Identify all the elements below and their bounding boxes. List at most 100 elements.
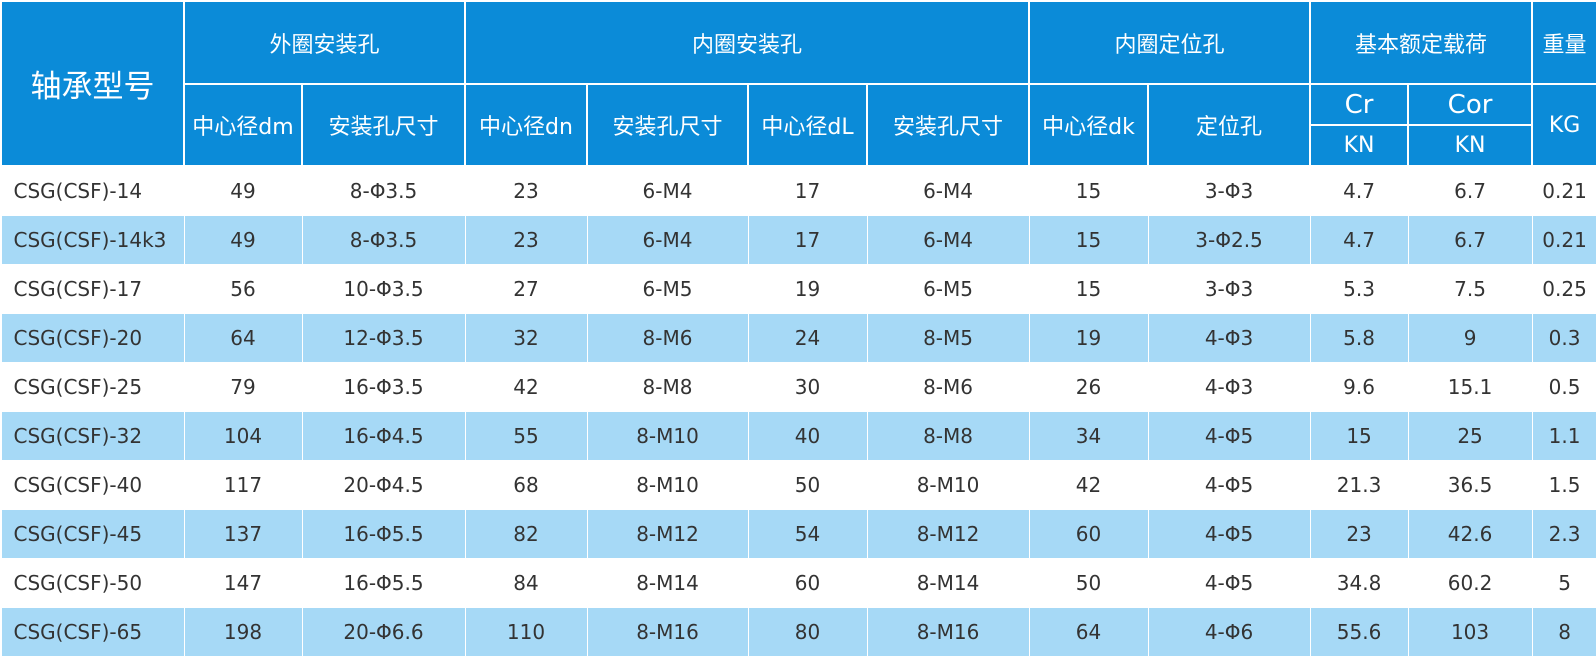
data-cell: 8-M8: [866, 411, 1030, 461]
data-cell: 60: [747, 558, 868, 608]
data-cell: 10-Φ3.5: [301, 264, 466, 314]
header-cell: Cor KN: [1407, 83, 1534, 167]
data-cell: 6-M5: [586, 264, 749, 314]
data-cell: 17: [747, 165, 868, 216]
header-cell: 定位孔: [1147, 83, 1312, 167]
split-cell: Cor KN: [1409, 85, 1532, 165]
data-cell: 24: [747, 313, 868, 363]
header-row: 轴承型号 外圈安装孔 内圈安装孔 内圈定位孔 基本额定载荷 重量: [0, 0, 1596, 167]
data-cell: 56: [183, 264, 303, 314]
data-cell: 80: [747, 607, 868, 657]
data-cell: 6-M4: [586, 215, 749, 265]
data-cell: 4.7: [1309, 215, 1409, 265]
data-cell: 9: [1407, 313, 1533, 363]
data-cell: 8-Φ3.5: [301, 215, 466, 265]
unit-label: KG: [1531, 83, 1596, 167]
header-cell: 中心径dk: [1028, 83, 1150, 167]
data-cell: 8-M16: [866, 607, 1030, 657]
header-cell: 安装孔尺寸: [866, 83, 1031, 167]
unit-label: KN: [1409, 124, 1532, 165]
data-cell: 5: [1531, 558, 1596, 608]
data-cell: 25: [1407, 411, 1533, 461]
table-row: CSG(CSF)-32 104 16-Φ4.5 55 8-M10 40 8-M8 34 4-Φ5…: [0, 411, 1596, 461]
model-cell: CSG(CSF)-45: [0, 509, 185, 559]
data-cell: 16-Φ4.5: [301, 411, 466, 461]
header-cell: 中心径dL: [747, 83, 869, 167]
header-group: 重量: [1531, 0, 1596, 85]
model-cell: CSG(CSF)-17: [0, 264, 185, 314]
data-cell: 50: [747, 460, 868, 510]
header-cell: Cr KN: [1309, 83, 1410, 167]
data-cell: 2.3: [1531, 509, 1596, 559]
model-cell: CSG(CSF)-25: [0, 362, 185, 412]
data-cell: 6-M4: [586, 165, 749, 216]
data-cell: 137: [183, 509, 303, 559]
data-cell: 42: [464, 362, 588, 412]
data-cell: 19: [747, 264, 868, 314]
model-cell: CSG(CSF)-40: [0, 460, 185, 510]
data-cell: 0.3: [1531, 313, 1596, 363]
data-cell: 49: [183, 215, 303, 265]
data-cell: 50: [1028, 558, 1149, 608]
data-cell: 60: [1028, 509, 1149, 559]
data-cell: 103: [1407, 607, 1533, 657]
data-cell: 23: [1309, 509, 1409, 559]
data-cell: 117: [183, 460, 303, 510]
data-cell: 16-Φ5.5: [301, 509, 466, 559]
data-cell: 3-Φ2.5: [1147, 215, 1311, 265]
data-cell: 4.7: [1309, 165, 1409, 216]
data-cell: 7.5: [1407, 264, 1533, 314]
header-label: Cr: [1344, 89, 1374, 120]
data-cell: 8: [1531, 607, 1596, 657]
data-cell: 34.8: [1309, 558, 1409, 608]
header-cell: 中心径dn: [464, 83, 589, 167]
data-cell: 6-M4: [866, 215, 1030, 265]
split-cell: Cr KN: [1311, 85, 1408, 165]
table-row: CSG(CSF)-65 198 20-Φ6.6 110 8-M16 80 8-M16 64 4-…: [0, 607, 1596, 657]
header-cell: 中心径dm: [183, 83, 303, 167]
table-row: CSG(CSF)-50 147 16-Φ5.5 84 8-M14 60 8-M14 50 4-Φ…: [0, 558, 1596, 608]
model-cell: CSG(CSF)-65: [0, 607, 185, 657]
data-cell: 15: [1028, 264, 1149, 314]
data-cell: 1.1: [1531, 411, 1596, 461]
data-cell: 6.7: [1407, 215, 1533, 265]
table-row: CSG(CSF)-20 64 12-Φ3.5 32 8-M6 24 8-M5 19 4-Φ3 5.…: [0, 313, 1596, 363]
data-cell: 15: [1028, 215, 1149, 265]
data-cell: 8-M6: [866, 362, 1030, 412]
data-cell: 1.5: [1531, 460, 1596, 510]
data-cell: 110: [464, 607, 588, 657]
data-cell: 30: [747, 362, 868, 412]
model-cell: CSG(CSF)-14k3: [0, 215, 185, 265]
data-cell: 64: [183, 313, 303, 363]
data-cell: 21.3: [1309, 460, 1409, 510]
header-group: 内圈定位孔: [1028, 0, 1312, 85]
data-cell: 5.3: [1309, 264, 1409, 314]
data-cell: 8-M14: [866, 558, 1030, 608]
table-row: CSG(CSF)-25 79 16-Φ3.5 42 8-M8 30 8-M6 26 4-Φ3 9.…: [0, 362, 1596, 412]
header-label: Cor: [1447, 89, 1493, 120]
data-cell: 15: [1028, 165, 1149, 216]
data-cell: 0.21: [1531, 165, 1596, 216]
data-cell: 4-Φ5: [1147, 411, 1311, 461]
data-cell: 6-M5: [866, 264, 1030, 314]
data-cell: 40: [747, 411, 868, 461]
data-cell: 82: [464, 509, 588, 559]
data-cell: 34: [1028, 411, 1149, 461]
data-cell: 64: [1028, 607, 1149, 657]
data-cell: 42: [1028, 460, 1149, 510]
table-row: CSG(CSF)-40 117 20-Φ4.5 68 8-M10 50 8-M10 42 4-Φ…: [0, 460, 1596, 510]
data-cell: 8-M12: [866, 509, 1030, 559]
data-cell: 36.5: [1407, 460, 1533, 510]
data-cell: 32: [464, 313, 588, 363]
header-cell: 安装孔尺寸: [300, 83, 467, 167]
data-cell: 0.21: [1531, 215, 1596, 265]
data-cell: 60.2: [1407, 558, 1533, 608]
data-cell: 0.5: [1531, 362, 1596, 412]
data-cell: 6-M4: [866, 165, 1030, 216]
data-cell: 15.1: [1407, 362, 1533, 412]
data-cell: 23: [464, 165, 588, 216]
data-cell: 198: [183, 607, 303, 657]
header-group: 内圈安装孔: [464, 0, 1031, 85]
